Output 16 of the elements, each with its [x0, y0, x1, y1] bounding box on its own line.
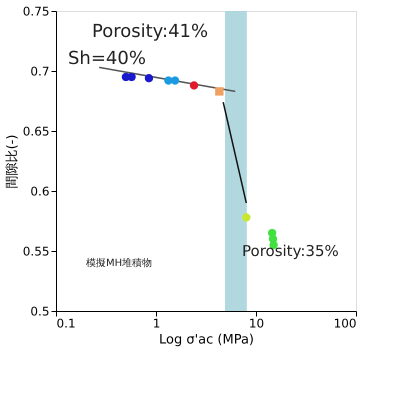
x-axis-title: Log σ'ac (MPa)	[159, 332, 254, 348]
y-tick-label: 0.65	[22, 124, 50, 138]
y-tick-label: 0.75	[22, 4, 50, 18]
x-tick-label: 100	[334, 316, 356, 330]
x-tick-label: 1	[152, 316, 160, 330]
annotation: Porosity:41%	[92, 21, 208, 42]
y-tick-label: 0.55	[22, 244, 50, 258]
y-tick-label: 0.6	[30, 184, 50, 198]
annotation: Sh=40%	[68, 48, 146, 69]
y-tick-label: 0.5	[30, 304, 50, 318]
x-tick-label: 0.1	[56, 316, 76, 330]
y-axis-title: 間隙比(-)	[4, 134, 20, 188]
annotation: 模擬MH堆積物	[86, 257, 152, 269]
annotation: Porosity:35%	[242, 242, 339, 260]
y-tick-label: 0.7	[30, 64, 50, 78]
x-tick-label: 10	[248, 316, 264, 330]
